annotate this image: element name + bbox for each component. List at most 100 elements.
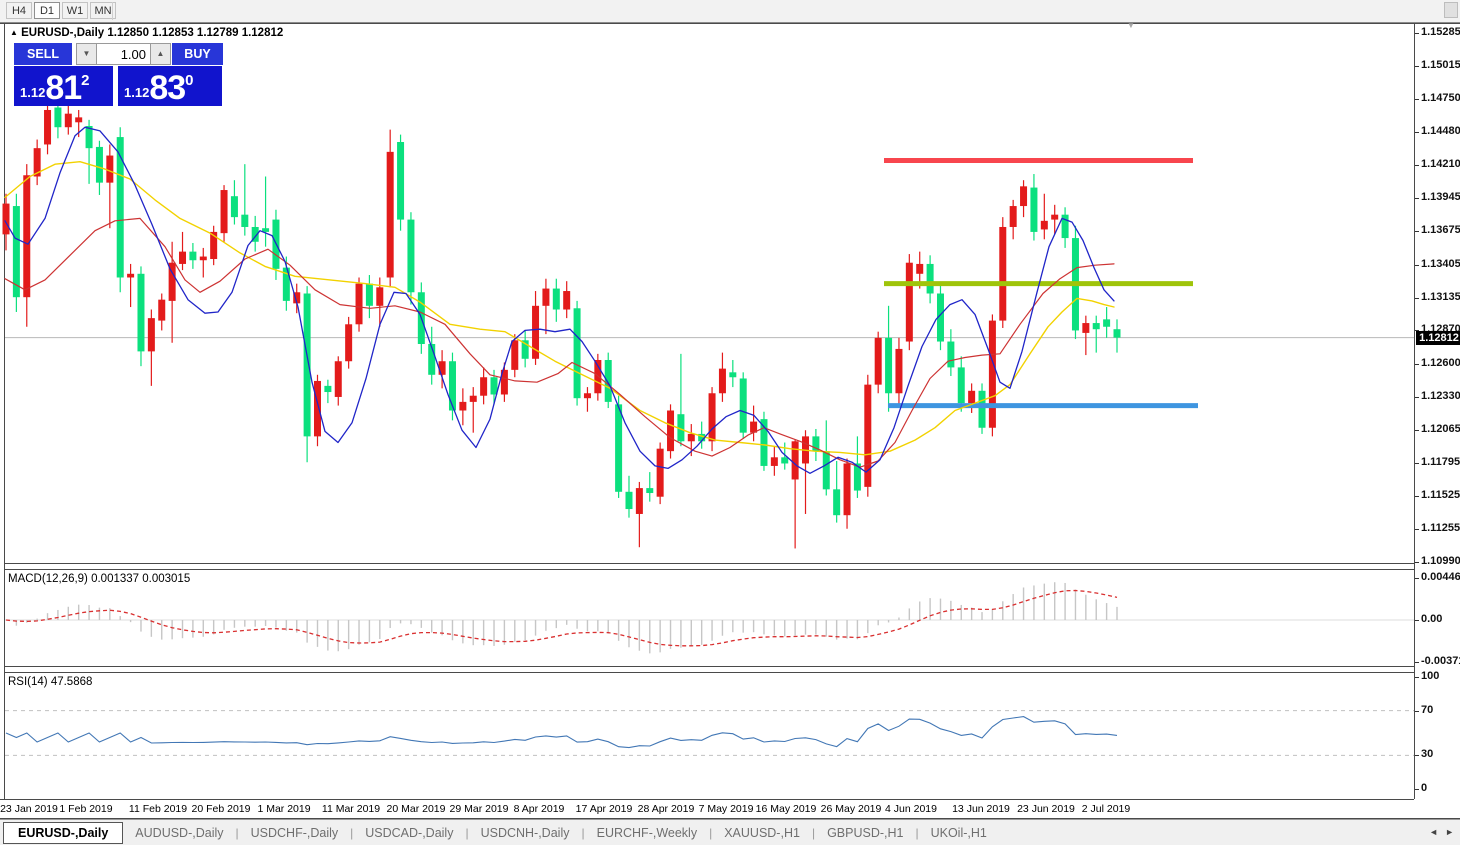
tab-gbpusd-h1[interactable]: GBPUSD-,H1 xyxy=(827,826,904,840)
macd-pane[interactable] xyxy=(5,570,1414,666)
date-axis-border xyxy=(0,818,1460,819)
sell-price-small: 1.12 xyxy=(20,85,46,100)
buy-quote-panel[interactable]: 1.12 83 0 xyxy=(118,66,222,106)
axis-tick xyxy=(1415,297,1419,299)
price-axis-label: 1.12600 xyxy=(1421,356,1460,369)
toolbar-overflow-handle[interactable] xyxy=(1444,2,1458,18)
date-axis-label: 23 Jan 2019 xyxy=(0,803,58,815)
indicator-axis-label: 100 xyxy=(1421,670,1440,682)
tab-divider: | xyxy=(581,826,585,840)
tab-divider: | xyxy=(811,826,816,840)
axis-tick xyxy=(1415,429,1419,431)
price-axis-label: 1.10990 xyxy=(1421,555,1460,567)
macd-label: MACD(12,26,9) 0.001337 0.003015 xyxy=(8,573,191,585)
axis-tick xyxy=(1415,198,1419,200)
date-axis-label: 20 Feb 2019 xyxy=(191,803,251,815)
symbol-name: EURUSD-,Daily xyxy=(21,27,105,39)
tab-usdcnh-daily[interactable]: USDCNH-,Daily xyxy=(480,826,570,840)
price-axis-label: 1.11255 xyxy=(1421,522,1460,535)
pane-separator-macd[interactable] xyxy=(5,563,1414,570)
price-axis[interactable]: 1.15285 1.15015 1.14750 1.14480 1.14210 1.139… xyxy=(1415,24,1460,799)
chart-top-border xyxy=(0,23,1460,24)
rsi-pane[interactable] xyxy=(5,673,1414,799)
tab-eurchf-weekly[interactable]: EURCHF-,Weekly xyxy=(596,826,698,840)
buy-price-big: 83 xyxy=(149,69,186,107)
price-axis-label: 1.14750 xyxy=(1421,91,1460,104)
indicator-axis-label: 0 xyxy=(1421,782,1428,794)
volume-decrease-button[interactable]: ▼ xyxy=(76,43,97,65)
volume-increase-button[interactable]: ▲ xyxy=(150,43,171,65)
date-axis-label: 1 Feb 2019 xyxy=(59,803,113,815)
indicator-axis-label: -0.003715 xyxy=(1421,655,1460,667)
price-axis-label: 1.13135 xyxy=(1421,290,1460,303)
axis-tick xyxy=(1415,264,1419,266)
tab-scroll-left-icon[interactable]: ◄ xyxy=(1429,827,1438,837)
axis-tick xyxy=(1415,462,1419,464)
axis-tick xyxy=(1415,562,1419,563)
rsi-bottom-border xyxy=(0,799,1414,800)
axis-tick xyxy=(1415,677,1419,678)
price-axis-label: 1.15015 xyxy=(1421,59,1460,72)
tab-usdchf-daily[interactable]: USDCHF-,Daily xyxy=(250,826,339,840)
symbol-header: ▲ EURUSD-,Daily 1.12850 1.12853 1.12789 … xyxy=(10,27,283,39)
date-axis-label: 11 Mar 2019 xyxy=(321,803,381,815)
timeframe-button-mn[interactable]: MN xyxy=(90,2,116,19)
chart-shift-marker-icon[interactable]: ▼ xyxy=(1127,21,1135,30)
date-axis-label: 11 Feb 2019 xyxy=(128,803,188,815)
pane-separator-rsi[interactable] xyxy=(5,666,1414,673)
price-axis-label: 1.14210 xyxy=(1421,158,1460,171)
sell-button[interactable]: SELL xyxy=(14,43,72,65)
timeframe-button-h4[interactable]: H4 xyxy=(6,2,32,19)
volume-input[interactable] xyxy=(97,43,150,65)
toolbar-separator xyxy=(112,2,113,20)
tab-ukoil-h1[interactable]: UKOil-,H1 xyxy=(930,826,987,840)
axis-tick xyxy=(1415,620,1419,621)
sell-price-big: 81 xyxy=(45,69,82,107)
price-axis-label: 1.12065 xyxy=(1421,422,1460,435)
timeframe-button-w1[interactable]: W1 xyxy=(62,2,88,19)
price-axis-label: 1.12330 xyxy=(1421,389,1460,402)
price-axis-label: 1.11525 xyxy=(1421,489,1460,502)
price-axis-label: 1.11795 xyxy=(1421,455,1460,468)
date-axis-label: 7 May 2019 xyxy=(698,803,754,815)
rsi-label: RSI(14) 47.5868 xyxy=(8,676,93,688)
tab-divider: | xyxy=(235,826,239,840)
axis-tick xyxy=(1415,789,1419,790)
buy-button[interactable]: BUY xyxy=(172,43,223,65)
tab-audusd-daily[interactable]: AUDUSD-,Daily xyxy=(135,826,224,840)
price-axis-label: 1.15285 xyxy=(1421,26,1460,38)
tab-divider: | xyxy=(709,826,713,840)
tab-scroll-right-icon[interactable]: ► xyxy=(1445,827,1454,837)
axis-tick xyxy=(1415,231,1419,233)
indicator-axis-label: 70 xyxy=(1421,704,1434,716)
date-axis-label: 8 Apr 2019 xyxy=(513,803,565,815)
chart-tab-bar: EURUSD-,Daily AUDUSD-,Daily | USDCHF-,Daily… xyxy=(0,819,1460,845)
axis-tick xyxy=(1415,132,1419,134)
indicator-axis-label: 0.004465 xyxy=(1421,571,1460,583)
indicator-axis-label: 0.00 xyxy=(1421,613,1443,625)
axis-tick xyxy=(1415,755,1419,756)
price-axis-label: 1.14480 xyxy=(1421,125,1460,138)
date-axis-label: 28 Apr 2019 xyxy=(637,803,695,815)
date-axis[interactable]: 23 Jan 2019 1 Feb 2019 11 Feb 2019 20 Feb 2… xyxy=(0,800,1414,818)
tab-eurusd-daily[interactable]: EURUSD-,Daily xyxy=(3,822,124,844)
axis-tick xyxy=(1415,363,1419,365)
expand-icon[interactable]: ▲ xyxy=(10,28,18,37)
axis-tick xyxy=(1415,496,1419,498)
timeframe-button-d1[interactable]: D1 xyxy=(34,2,60,19)
date-axis-label: 26 May 2019 xyxy=(820,803,882,815)
axis-tick xyxy=(1415,98,1419,100)
price-axis-label: 1.13675 xyxy=(1421,224,1460,237)
axis-tick xyxy=(1415,66,1419,68)
price-axis-label: 1.13945 xyxy=(1421,191,1460,204)
axis-tick xyxy=(1415,529,1419,531)
axis-tick xyxy=(1415,711,1419,712)
tab-usdcad-daily[interactable]: USDCAD-,Daily xyxy=(365,826,454,840)
sell-quote-panel[interactable]: 1.12 81 2 xyxy=(14,66,113,106)
tab-divider: | xyxy=(350,826,354,840)
tab-xauusd-h1[interactable]: XAUUSD-,H1 xyxy=(724,826,800,840)
one-click-trade-widget: SELL ▼ ▲ BUY 1.12 81 2 1.12 83 0 xyxy=(14,43,223,106)
axis-tick xyxy=(1415,396,1419,398)
sell-price-sup: 2 xyxy=(81,72,90,89)
